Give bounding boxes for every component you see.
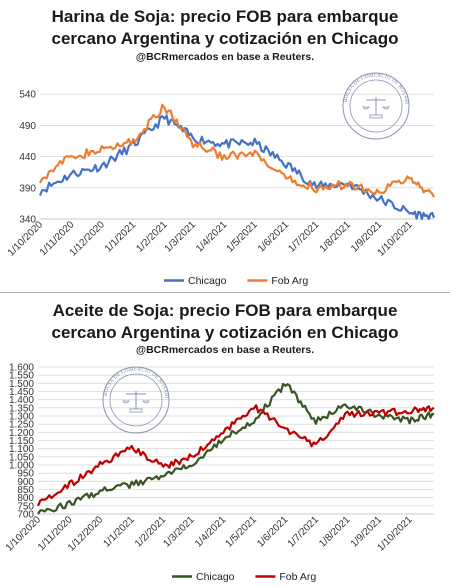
- seal-outer-ring: [342, 72, 410, 140]
- aceite-chart: Aceite de Soja: precio FOB para embarque…: [0, 293, 435, 583]
- x-tick-label: 1/4/2021: [194, 219, 230, 255]
- seal-emblem-pan-right: [382, 106, 390, 110]
- chart-title-line: cercano Argentina y cotización en Chicag…: [51, 323, 398, 342]
- y-tick-label: 440: [19, 152, 36, 163]
- y-tick-label: 1.050: [9, 452, 34, 463]
- y-tick-label: 540: [19, 90, 36, 101]
- chart-title-line: cercano Argentina y cotización en Chicag…: [51, 29, 398, 48]
- y-tick-label: 490: [19, 121, 36, 132]
- y-tick-label: 1.200: [9, 428, 34, 439]
- y-tick-label: 950: [17, 469, 34, 480]
- series-line-fob-arg: [36, 404, 435, 507]
- series-line-chicago: [38, 114, 436, 221]
- y-tick-label: 340: [19, 215, 36, 226]
- x-tick-label: 1/7/2021: [286, 219, 322, 255]
- y-tick-label: 700: [17, 510, 34, 521]
- chart-subtitle: @BCRmercados en base a Reuters.: [136, 51, 314, 63]
- chart-legend: Chicago Fob Arg: [164, 275, 308, 287]
- x-tick-label: 1/3/2021: [162, 514, 198, 550]
- series-line-chicago: [37, 382, 435, 515]
- y-tick-label: 1.500: [9, 379, 34, 390]
- chart-subtitle: @BCRmercados en base a Reuters.: [136, 344, 314, 356]
- y-tick-label: 800: [17, 493, 34, 504]
- x-tick-label: 1/5/2021: [224, 514, 260, 550]
- seal-inner-ring: [349, 79, 403, 133]
- seal-emblem-pan-right: [142, 400, 150, 404]
- y-tick-label: 850: [17, 485, 34, 496]
- x-tick-label: 1/5/2021: [225, 219, 261, 255]
- x-tick-label: 1/3/2021: [163, 219, 199, 255]
- seal-emblem-pan-left: [362, 106, 370, 110]
- y-tick-label: 1.450: [9, 387, 34, 398]
- chart-panel-harina: Harina de Soja: precio FOB para embarque…: [0, 0, 450, 291]
- x-tick-label: 1/1/2021: [103, 219, 139, 255]
- chart-panel-aceite: Aceite de Soja: precio FOB para embarque…: [0, 293, 450, 587]
- x-tick-label: 1/6/2021: [255, 514, 291, 550]
- y-tick-label: 1.100: [9, 444, 34, 455]
- legend-label: Chicago: [188, 275, 227, 287]
- x-tick-label: 1/6/2021: [256, 219, 292, 255]
- chart-title-line: Harina de Soja: precio FOB para embarque: [52, 7, 399, 26]
- y-tick-label: 390: [19, 183, 36, 194]
- y-tick-label: 1.250: [9, 420, 34, 431]
- x-tick-label: 1/8/2021: [318, 219, 354, 255]
- x-tick-label: 1/7/2021: [286, 514, 322, 550]
- seal-inner-ring: [109, 373, 163, 427]
- y-tick-label: 1.000: [9, 461, 34, 472]
- y-tick-label: 1.550: [9, 371, 34, 382]
- x-tick-label: 1/8/2021: [317, 514, 353, 550]
- x-tick-label: 1/1/2021: [101, 514, 137, 550]
- seal-outer-ring: [102, 366, 170, 434]
- seal-emblem-base: [129, 408, 143, 413]
- legend-label: Fob Arg: [271, 275, 308, 287]
- y-tick-label: 1.600: [9, 363, 34, 374]
- seal-emblem-pan-left: [122, 400, 130, 404]
- harina-chart: Harina de Soja: precio FOB para embarque…: [0, 0, 436, 287]
- seal-emblem-base: [369, 114, 383, 119]
- series-line-fob-arg: [39, 103, 435, 198]
- y-tick-label: 1.150: [9, 436, 34, 447]
- y-tick-label: 900: [17, 477, 34, 488]
- y-tick-label: 1.400: [9, 395, 34, 406]
- chart-legend: Chicago Fob Arg: [172, 571, 316, 583]
- chart-title-line: Aceite de Soja: precio FOB para embarque: [53, 301, 398, 320]
- y-tick-label: 1.300: [9, 412, 34, 423]
- x-tick-label: 1/4/2021: [193, 514, 229, 550]
- legend-label: Chicago: [196, 571, 235, 583]
- y-tick-label: 750: [17, 501, 34, 512]
- panel-divider: [0, 292, 450, 293]
- legend-label: Fob Arg: [279, 571, 316, 583]
- y-tick-label: 1.350: [9, 403, 34, 414]
